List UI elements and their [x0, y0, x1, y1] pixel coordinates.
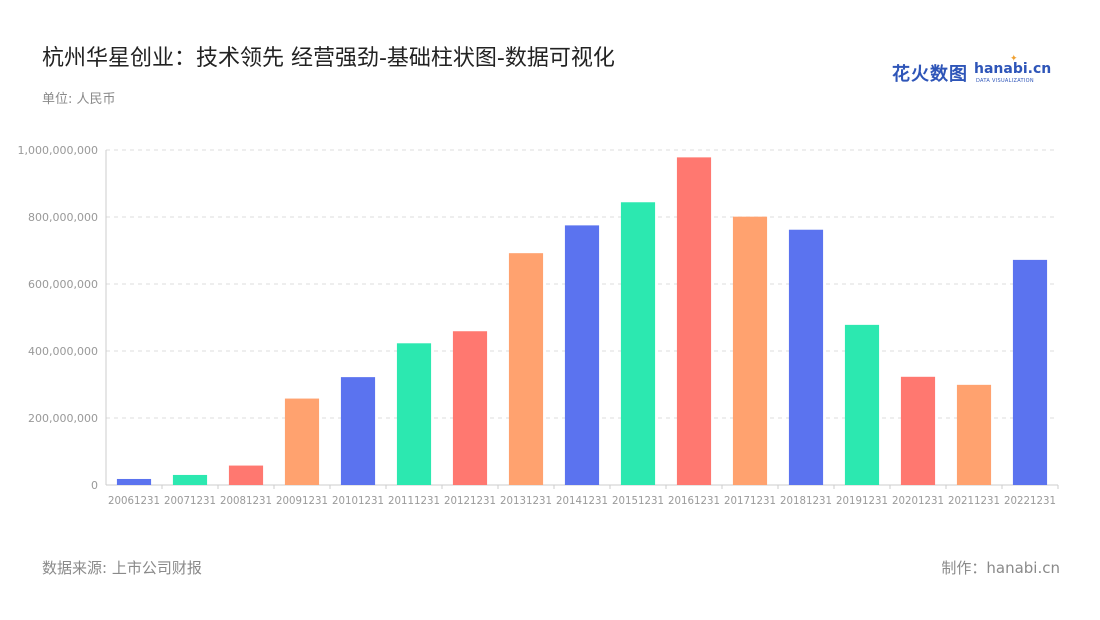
x-tick-label: 20201231	[892, 494, 944, 507]
x-tick-label: 20161231	[668, 494, 720, 507]
y-tick-label: 1,000,000,000	[18, 144, 98, 157]
x-tick-label: 20081231	[220, 494, 272, 507]
x-tick-label: 20141231	[556, 494, 608, 507]
sparkle-icon: ✦	[1010, 54, 1018, 64]
y-tick-label: 0	[91, 479, 98, 492]
y-tick-label: 800,000,000	[28, 211, 98, 224]
brand-logo: 花火数图 ✦ hanabi.cn DATA VISUALIZATION	[892, 54, 1051, 86]
bar	[564, 225, 600, 485]
x-tick-label: 20061231	[108, 494, 160, 507]
x-tick-label: 20221231	[1004, 494, 1056, 507]
bar	[340, 377, 376, 485]
bar	[900, 376, 936, 485]
logo-cn-text: 花火数图	[892, 64, 968, 85]
logo-sub-text: DATA VISUALIZATION	[976, 78, 1034, 84]
bar	[116, 478, 152, 485]
data-source: 数据来源: 上市公司财报	[42, 559, 202, 577]
bar	[620, 202, 656, 485]
x-tick-label: 20121231	[444, 494, 496, 507]
x-tick-label: 20101231	[332, 494, 384, 507]
x-tick-label: 20151231	[612, 494, 664, 507]
logo-en-text: hanabi.cn	[974, 61, 1052, 77]
bar	[228, 465, 264, 485]
unit-label: 单位: 人民币	[42, 92, 116, 107]
maker-credit: 制作：hanabi.cn	[941, 559, 1060, 577]
x-tick-label: 20111231	[388, 494, 440, 507]
x-tick-label: 20131231	[500, 494, 552, 507]
bar	[172, 474, 208, 485]
bar	[284, 398, 320, 485]
x-tick-label: 20191231	[836, 494, 888, 507]
bar	[732, 216, 768, 486]
x-tick-label: 20211231	[948, 494, 1000, 507]
chart-title: 杭州华星创业：技术领先 经营强劲-基础柱状图-数据可视化	[42, 46, 615, 71]
bar	[788, 229, 824, 485]
x-tick-label: 20071231	[164, 494, 216, 507]
y-tick-label: 400,000,000	[28, 345, 98, 358]
bar	[508, 253, 544, 485]
bar	[956, 384, 992, 485]
bar	[452, 331, 488, 485]
bar	[676, 157, 712, 485]
y-tick-label: 600,000,000	[28, 278, 98, 291]
x-tick-label: 20181231	[780, 494, 832, 507]
bar	[1012, 259, 1048, 485]
y-tick-label: 200,000,000	[28, 412, 98, 425]
bar	[396, 343, 432, 485]
bar	[844, 324, 880, 485]
x-tick-label: 20171231	[724, 494, 776, 507]
x-tick-label: 20091231	[276, 494, 328, 507]
